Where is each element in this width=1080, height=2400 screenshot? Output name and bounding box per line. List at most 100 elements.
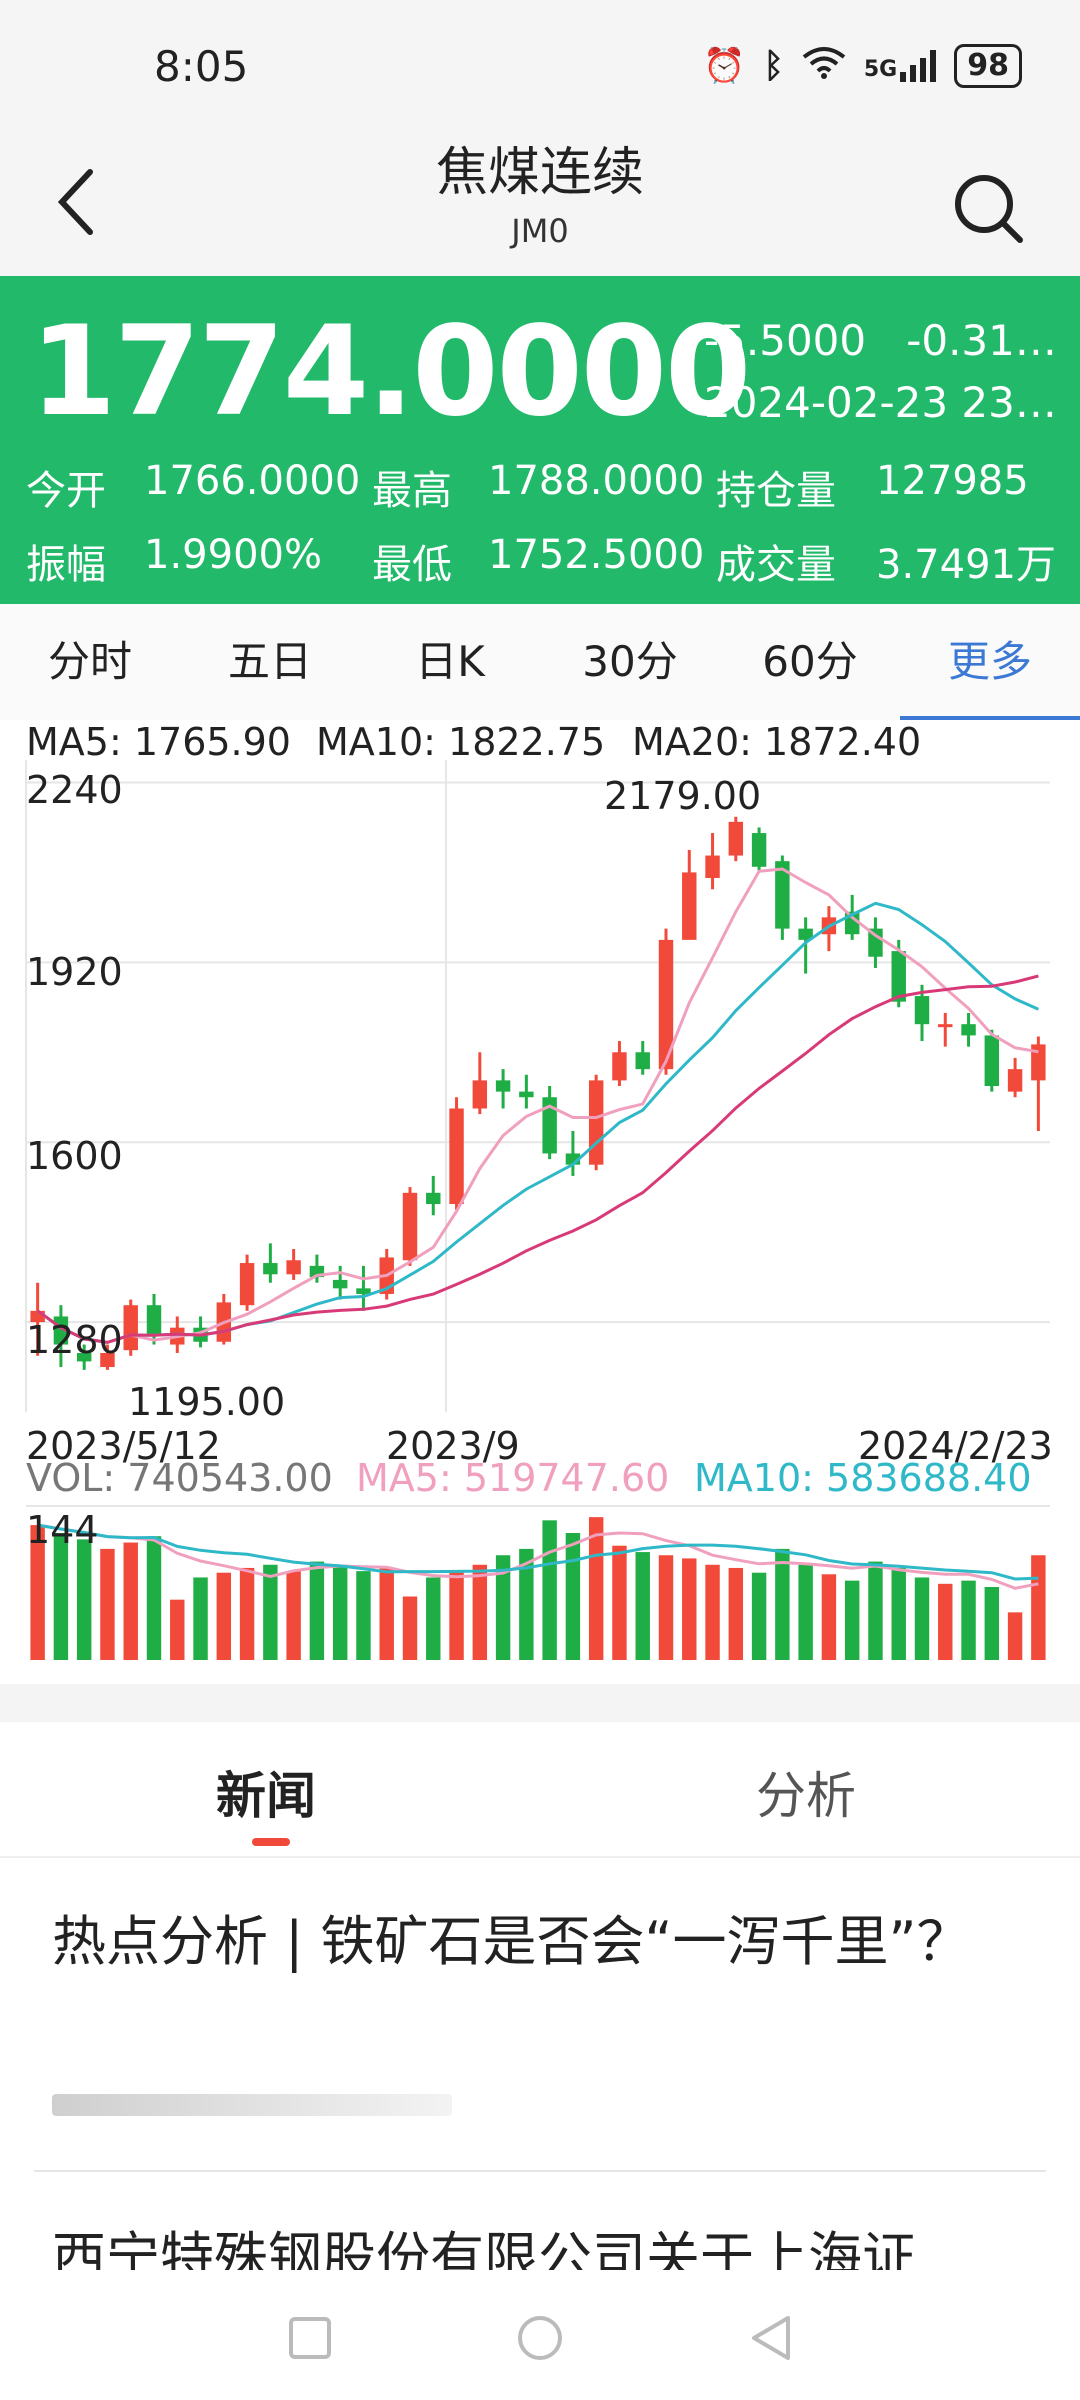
- kline-chart-area[interactable]: [0, 720, 1080, 1680]
- volume-label: 成交量: [716, 542, 836, 588]
- wifi-icon: [802, 45, 846, 88]
- candle-body: [332, 1279, 348, 1289]
- low-value: 1752.5000: [488, 532, 705, 578]
- amplitude-value: 1.9900%: [144, 532, 322, 578]
- signal-5g-icon: 5G: [863, 50, 937, 82]
- section-gap: [0, 1684, 1080, 1722]
- candle-body: [868, 928, 883, 957]
- volume-bar: [705, 1564, 720, 1660]
- min-price-label: 1195.00: [128, 1380, 286, 1424]
- candle-body: [542, 1097, 557, 1154]
- volume-bar: [146, 1536, 162, 1660]
- status-time: 8:05: [154, 42, 249, 91]
- volume-bar: [588, 1517, 604, 1660]
- open-interest-label: 持仓量: [716, 468, 836, 514]
- volume-bar: [426, 1577, 441, 1660]
- home-icon[interactable]: [516, 2314, 564, 2362]
- candle-body: [146, 1305, 162, 1337]
- contract-code: JM0: [511, 212, 569, 250]
- volume-bar: [891, 1567, 906, 1660]
- volume-bar: [565, 1533, 581, 1660]
- candle-body: [751, 833, 767, 867]
- candle-body: [588, 1080, 604, 1165]
- volume-ma5-legend: MA5: 519747.60: [356, 1456, 670, 1500]
- tab-five-day[interactable]: 五日: [227, 637, 312, 686]
- volume-bar: [1007, 1612, 1023, 1660]
- quote-datetime: 2024-02-23 23…: [704, 378, 1057, 427]
- volume-bar: [798, 1564, 813, 1660]
- page-title: 焦煤连续: [435, 143, 644, 203]
- system-nav-bar: [0, 2270, 1080, 2400]
- ma5-legend: MA5: 1765.90: [26, 720, 291, 764]
- recent-apps-icon[interactable]: [288, 2316, 332, 2360]
- back-nav-icon[interactable]: [748, 2314, 792, 2362]
- y-tick-label: 1600: [26, 1134, 123, 1178]
- volume-bar: [495, 1555, 511, 1660]
- volume-value: 3.7491万: [876, 542, 1056, 588]
- search-button[interactable]: [948, 168, 1028, 248]
- network-type: 5G: [863, 57, 898, 82]
- volume-bar: [519, 1548, 534, 1660]
- back-button[interactable]: [46, 162, 106, 242]
- candle-body: [30, 1310, 45, 1323]
- candle-body: [612, 1052, 627, 1081]
- change-percent: -0.31…: [906, 316, 1057, 365]
- volume-bar: [309, 1561, 325, 1660]
- tab-intraday[interactable]: 分时: [47, 637, 132, 686]
- news-tab-indicator: [252, 1838, 290, 1846]
- alarm-icon: ⏰: [703, 46, 746, 86]
- news-divider: [34, 2170, 1046, 2172]
- volume-bar: [938, 1583, 953, 1660]
- tab-more[interactable]: 更多: [947, 637, 1032, 686]
- candle-body: [239, 1263, 255, 1306]
- volume-bar: [332, 1564, 348, 1660]
- volume-ma10-legend: MA10: 583688.40: [694, 1456, 1032, 1500]
- battery-icon: 98: [954, 44, 1022, 88]
- candle-body: [658, 939, 674, 1070]
- candle-body: [682, 872, 697, 940]
- volume-bar: [542, 1520, 557, 1660]
- volume-bar: [984, 1586, 1000, 1660]
- volume-bar: [751, 1572, 767, 1660]
- candle-body: [914, 996, 930, 1025]
- high-value: 1788.0000: [488, 458, 705, 504]
- volume-bar: [961, 1580, 976, 1660]
- volume-y-tick: 144: [26, 1508, 99, 1552]
- candle-body: [635, 1052, 650, 1070]
- tab-analysis[interactable]: 分析: [756, 1767, 856, 1825]
- app-header: 焦煤连续 JM0: [0, 100, 1080, 276]
- candle-body: [100, 1352, 115, 1368]
- amplitude-label: 振幅: [26, 542, 106, 588]
- volume-bar: [53, 1533, 69, 1660]
- ma10-line: [36, 901, 1040, 1344]
- news-item-1[interactable]: 热点分析 | 铁矿石是否会“一泻千里”？: [52, 1910, 971, 1973]
- candle-body: [495, 1080, 511, 1092]
- period-tabs: 分时 五日 日K 30分 60分 更多: [0, 604, 1080, 720]
- volume-bar: [170, 1599, 185, 1660]
- ma5-line: [36, 867, 1039, 1344]
- volume-bar: [868, 1561, 883, 1660]
- ma10-legend: MA10: 1822.75: [316, 720, 606, 764]
- ma20-line: [36, 974, 1039, 1344]
- candle-body: [356, 1288, 371, 1294]
- candle-body: [449, 1108, 464, 1205]
- tab-daily-k[interactable]: 日K: [415, 637, 485, 686]
- tab-60min[interactable]: 60分: [762, 637, 858, 686]
- candle-body: [472, 1080, 488, 1109]
- kline-chart[interactable]: [0, 720, 1080, 1680]
- status-icons: ⏰ ᛒ 5G 98: [703, 44, 1022, 88]
- volume-bar: [821, 1574, 837, 1660]
- candle-body: [961, 1024, 976, 1036]
- last-price: 1774.0000: [30, 300, 751, 444]
- volume-bar: [263, 1564, 278, 1660]
- candle-body: [76, 1352, 92, 1362]
- tab-news[interactable]: 新闻: [216, 1767, 316, 1825]
- tab-30min[interactable]: 30分: [582, 637, 678, 686]
- bluetooth-icon: ᛒ: [763, 46, 784, 86]
- volume-bar: [449, 1571, 464, 1660]
- volume-bar: [728, 1567, 744, 1660]
- volume-bar: [356, 1571, 371, 1660]
- y-tick-label: 1920: [26, 950, 123, 994]
- volume-bar: [612, 1545, 627, 1660]
- candle-body: [309, 1265, 325, 1278]
